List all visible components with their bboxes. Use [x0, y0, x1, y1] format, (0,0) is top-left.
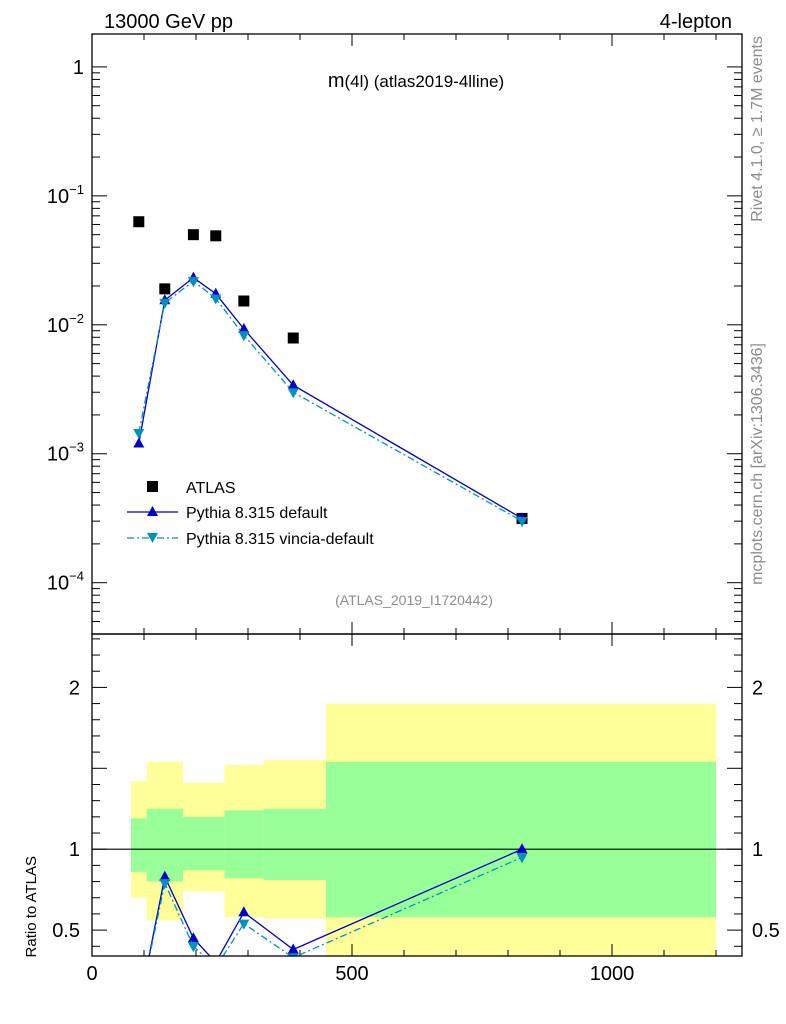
x-tick-label: 500	[335, 963, 368, 985]
ratio-point-2	[287, 953, 299, 956]
ratio-y-tick-label: 1	[69, 839, 80, 861]
ratio-point-1	[516, 843, 528, 854]
y-tick-label: 10−4	[47, 569, 84, 595]
band-green-3	[224, 810, 264, 879]
x-tick-label: 0	[86, 963, 97, 985]
legend-label-vincia: Pythia 8.315 vincia-default	[186, 531, 374, 548]
atlas-data-point	[159, 283, 171, 295]
band-green-4	[263, 808, 326, 880]
series-point-2	[516, 517, 528, 528]
series-point-2	[287, 388, 299, 399]
ratio-point-2	[133, 1003, 144, 1013]
x-tick-label: 1000	[590, 963, 635, 985]
header-right: 4-lepton	[660, 11, 732, 33]
y-tick-label: 10−3	[47, 440, 84, 466]
legend-label-atlas: ATLAS	[186, 480, 236, 497]
ratio-point-1	[210, 956, 221, 966]
plot-title-var: m	[328, 70, 345, 92]
ratio-y-tick-label-right: 2	[752, 677, 763, 699]
ratio-uncertainty-bands	[131, 703, 716, 956]
ratio-point-1	[187, 932, 199, 943]
y-tick-label: 1	[73, 57, 84, 79]
atlas-data-point	[133, 216, 145, 228]
tick-labels: 0 500 1000 1 10−1 10−2 10−3 10−4 0.5 0.5 1 1 2 2	[47, 57, 780, 985]
ratio-point-1	[133, 1002, 144, 1012]
ratio-y-tick-label-right: 1	[752, 839, 763, 861]
band-green-2	[183, 816, 225, 871]
legend-marker-atlas	[147, 481, 158, 492]
band-green-1	[146, 808, 183, 882]
plot-title-paren: (4l)	[344, 72, 369, 91]
y-tick-label: 10−2	[47, 311, 84, 337]
legend-marker-default	[147, 506, 158, 516]
series-point-2	[159, 298, 171, 309]
y-tick-label: 10−1	[47, 182, 84, 208]
ratio-point-2	[210, 963, 221, 973]
series-point-2	[238, 331, 250, 342]
ratio-point-2	[159, 879, 171, 890]
ratio-y-tick-label: 0.5	[52, 920, 80, 942]
legend: ATLAS Pythia 8.315 default Pythia 8.315 …	[127, 480, 374, 548]
mcplots-site-label: mcplots.cern.ch [arXiv:1306.3436]	[749, 343, 766, 585]
rivet-version-label: Rivet 4.1.0, ≥ 1.7M events	[749, 36, 766, 222]
ratio-frame	[91, 633, 743, 957]
ratio-point-2	[238, 919, 250, 930]
band-green-0	[131, 818, 147, 872]
ratio-point-1	[159, 870, 171, 881]
series-point-2	[133, 428, 145, 439]
main-plot-series	[133, 216, 528, 528]
header-left: 13000 GeV pp	[104, 11, 233, 33]
series-point-2	[187, 277, 199, 288]
ratio-point-2	[516, 853, 528, 864]
ratio-y-tick-label-right: 0.5	[752, 920, 780, 942]
atlas-data-point	[210, 230, 222, 242]
band-green-5	[326, 761, 716, 918]
series-point-1	[238, 322, 250, 333]
atlas-data-point	[187, 229, 199, 241]
series-point-2	[210, 294, 222, 305]
atlas-data-point	[238, 295, 250, 307]
plot-title: m(4l) (atlas2019-4lline)	[328, 70, 504, 92]
ratio-plot-series	[133, 843, 528, 1013]
analysis-label: (ATLAS_2019_I1720442)	[335, 592, 493, 608]
ratio-point-1	[238, 906, 250, 917]
legend-marker-vincia	[147, 533, 158, 543]
series-point-1	[133, 437, 145, 448]
ratio-point-2	[187, 942, 199, 953]
ratio-y-tick-label: 2	[69, 677, 80, 699]
ratio-point-1	[287, 943, 299, 954]
axis-ticks	[91, 34, 742, 956]
legend-label-default: Pythia 8.315 default	[186, 505, 328, 522]
ratio-y-axis-label: Ratio to ATLAS	[23, 856, 40, 957]
atlas-data-point	[287, 332, 299, 344]
series-point-1	[287, 379, 299, 390]
plot-title-rest: (atlas2019-4lline)	[369, 72, 504, 91]
